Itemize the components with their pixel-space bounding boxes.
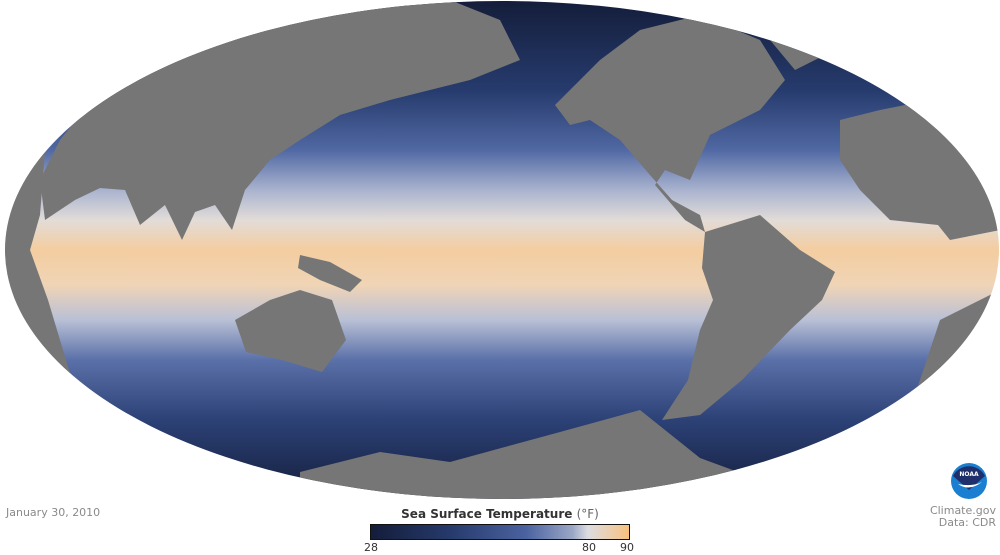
australia	[235, 290, 346, 372]
sea-surface-temperature-map	[5, 1, 999, 499]
svg-text:NOAA: NOAA	[959, 471, 979, 478]
legend-title-text: Sea Surface Temperature	[401, 507, 573, 521]
antarctica	[300, 410, 760, 499]
africa-east	[5, 150, 72, 380]
indonesia	[298, 255, 362, 292]
legend-tick-max: 90	[620, 541, 634, 554]
credit-source: Data: CDR	[938, 516, 996, 529]
legend-tick-80: 80	[582, 541, 596, 554]
credits: Climate.gov Data: CDR	[930, 505, 996, 529]
legend-tick-min: 28	[364, 541, 378, 554]
color-legend: Sea Surface Temperature (°F) 28 80 90	[364, 507, 634, 554]
legend-color-bar	[370, 524, 630, 540]
north-america	[555, 15, 785, 232]
date-label: January 30, 2010	[6, 506, 101, 519]
south-america	[662, 215, 835, 420]
legend-unit: (°F)	[576, 507, 599, 521]
noaa-logo: NOAA	[951, 463, 987, 499]
legend-ticks: 28 80 90	[364, 540, 634, 554]
legend-title: Sea Surface Temperature (°F)	[370, 507, 630, 521]
credit-site: Climate.gov	[929, 504, 996, 517]
